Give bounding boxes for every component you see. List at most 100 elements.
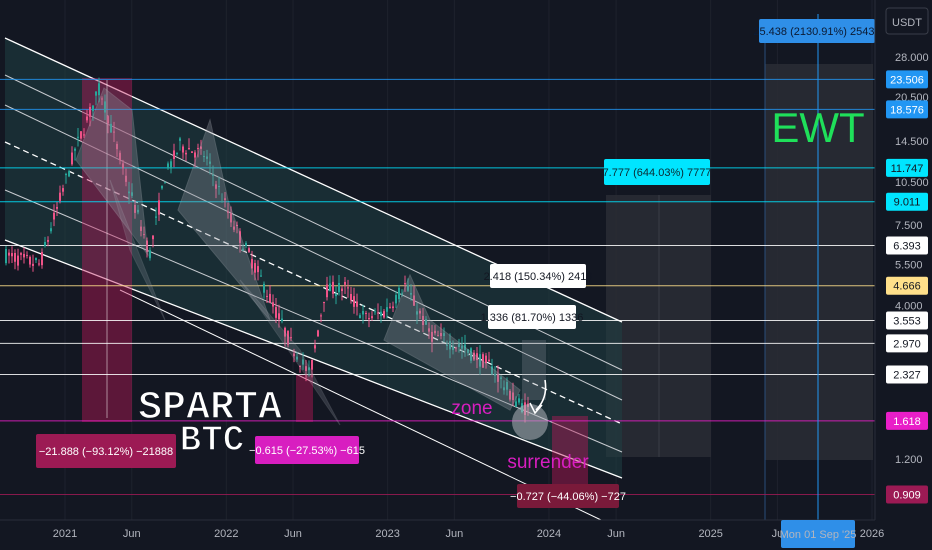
candle-body-161 (488, 359, 490, 362)
candle-body-116 (353, 296, 355, 307)
level-tag-10 (886, 485, 928, 504)
level-tag-text-3: 9.011 (894, 197, 921, 209)
candle-body-38 (119, 152, 121, 161)
candle-body-30 (95, 91, 97, 96)
candle-body-131 (398, 287, 400, 300)
candle-body-162 (491, 366, 493, 375)
measure-label-6[interactable]: −0.615 (−27.53%) −615 (249, 436, 365, 464)
candle-body-51 (158, 200, 160, 215)
candle-body-109 (332, 281, 334, 294)
level-tag-text-5: 4.666 (893, 281, 921, 293)
candle-body-112 (341, 288, 343, 292)
candle-body-106 (323, 301, 325, 304)
surrender-label: surrender (507, 452, 589, 473)
y-tick-5: 5.500 (895, 260, 923, 272)
candle-body-8 (29, 256, 31, 265)
x-tick-0: 2021 (53, 528, 77, 540)
candle-body-47 (146, 240, 148, 252)
candle-body-137 (416, 311, 418, 315)
x-tick-7: Jun (607, 528, 625, 540)
candle-body-14 (47, 239, 49, 242)
candle-body-52 (161, 185, 163, 189)
candle-body-111 (338, 282, 340, 293)
candle-body-7 (26, 254, 28, 256)
candle-body-37 (116, 143, 118, 150)
candle-body-78 (239, 231, 241, 243)
level-tag-6 (886, 311, 928, 330)
candle-body-121 (368, 318, 370, 320)
candle-body-148 (449, 341, 451, 350)
candle-body-143 (434, 330, 436, 334)
measure-label-5[interactable]: −21.888 (−93.12%) −21888 (36, 434, 176, 468)
time-axis[interactable]: 2021 Jun 2022 Jun 2023 Jun 2024 Jun 2025 Ju 2026 M… (0, 519, 932, 550)
candle-body-157 (476, 353, 478, 361)
candle-body-48 (149, 250, 151, 259)
level-tag-text-9: 1.618 (893, 416, 921, 428)
x-tick-6: 2024 (537, 528, 561, 540)
measure-label-7-text: −0.727 (−44.06%) −727 (510, 491, 626, 503)
candle-body-1 (8, 252, 10, 256)
candle-body-34 (107, 116, 109, 124)
level-tag-9 (886, 411, 928, 430)
candle-body-152 (461, 345, 463, 349)
candle-body-21 (68, 171, 70, 177)
measure-label-3[interactable]: 2.418 (150.34%) 2418 (484, 264, 593, 288)
candle-body-65 (200, 146, 202, 149)
candle-body-26 (83, 134, 85, 136)
level-tag-text-7: 2.970 (893, 338, 921, 350)
candle-body-158 (479, 354, 481, 367)
candle-body-80 (245, 242, 247, 246)
candle-body-159 (482, 354, 484, 368)
currency-label: USDT (892, 17, 922, 29)
candle-body-59 (182, 146, 184, 153)
candle-body-114 (347, 287, 349, 289)
candle-body-46 (143, 234, 145, 236)
candle-body-102 (311, 359, 313, 370)
candle-body-166 (503, 387, 505, 391)
candle-body-63 (194, 152, 196, 158)
candle-body-71 (218, 186, 220, 188)
candle-body-154 (467, 349, 469, 353)
candle-body-120 (365, 312, 367, 314)
measure-label-7[interactable]: −0.727 (−44.06%) −727 (510, 484, 626, 508)
candle-body-9 (32, 263, 34, 266)
candle-body-41 (128, 191, 130, 194)
measure-label-2[interactable]: 7.777 (644.03%) 7777 (603, 159, 712, 185)
level-tag-text-8: 2.327 (893, 369, 921, 381)
candle-body-45 (140, 226, 142, 231)
logo-btc: BTC (180, 420, 245, 461)
candle-body-20 (65, 173, 67, 176)
measure-label-2-text: 7.777 (644.03%) 7777 (603, 167, 712, 179)
y-tick-2: 14.500 (895, 136, 929, 148)
candle-body-91 (278, 313, 280, 320)
candle-body-81 (248, 248, 250, 252)
candle-body-92 (281, 318, 283, 322)
candle-body-119 (362, 310, 364, 315)
candle-body-151 (458, 343, 460, 348)
candle-body-68 (209, 161, 211, 164)
measure-label-4[interactable]: 1.336 (81.70%) 1336 (481, 305, 584, 329)
candle-body-54 (167, 163, 169, 169)
candle-body-73 (224, 198, 226, 200)
candle-body-127 (386, 307, 388, 312)
candle-body-72 (221, 201, 223, 203)
price-level-lines (0, 78, 875, 495)
candle-body-82 (251, 258, 253, 269)
x-tick-10: 2026 (860, 528, 884, 540)
x-tick-4: 2023 (375, 528, 399, 540)
candle-body-6 (23, 253, 25, 258)
candle-body-113 (344, 281, 346, 285)
candle-body-66 (203, 155, 205, 157)
candle-body-61 (188, 148, 190, 150)
zone-label: zone (451, 398, 492, 419)
candle-body-55 (170, 161, 172, 169)
candle-body-36 (113, 131, 115, 133)
candle-body-135 (410, 292, 412, 295)
candle-body-169 (512, 392, 514, 401)
candle-body-27 (86, 116, 88, 121)
candle-body-39 (122, 163, 124, 169)
measure-label-1[interactable]: 25.438 (2130.91%) 25438 (753, 19, 881, 43)
candle-body-108 (329, 283, 331, 292)
price-axis[interactable]: USDT 28.00020.50014.50010.5007.5005.5004… (874, 0, 932, 520)
